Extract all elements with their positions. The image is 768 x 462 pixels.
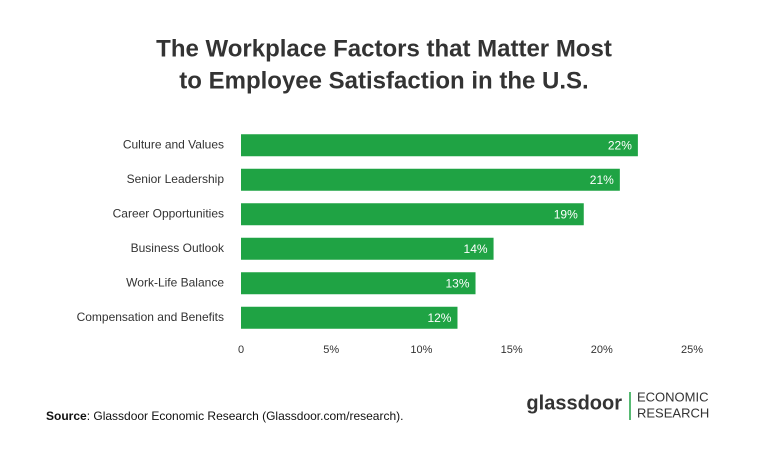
logo-line: ECONOMIC [637,389,709,404]
y-tick-label: Compensation and Benefits [77,310,224,324]
bar [241,203,584,226]
y-tick-label: Culture and Values [123,137,224,151]
y-tick-label: Business Outlook [131,241,225,255]
data-label: 19% [554,207,578,221]
bar [241,272,476,295]
x-tick-label: 5% [323,344,339,356]
data-label: 12% [427,311,451,325]
bar [241,168,620,191]
x-tick-label: 20% [591,344,613,356]
logo-brand: glassdoor [526,392,622,414]
x-tick-label: 10% [410,344,432,356]
bar [241,306,458,329]
chart-title: to Employee Satisfaction in the U.S. [179,67,588,94]
source-note: Source: Glassdoor Economic Research (Gla… [46,409,403,423]
x-tick-label: 25% [681,344,703,356]
y-tick-label: Career Opportunities [113,206,224,220]
x-tick-label: 0 [238,344,244,356]
source-text: : Glassdoor Economic Research (Glassdoor… [87,409,404,423]
chart-title: The Workplace Factors that Matter Most [156,35,612,62]
data-label: 21% [590,173,614,187]
bar [241,134,638,157]
data-label: 14% [464,242,488,256]
bar [241,237,494,260]
data-label: 22% [608,138,632,152]
logo-line: RESEARCH [637,405,709,420]
x-tick-label: 15% [501,344,523,356]
source-label: Source [46,409,87,423]
data-label: 13% [445,276,469,290]
y-tick-label: Senior Leadership [127,172,225,186]
y-tick-label: Work-Life Balance [126,275,224,289]
